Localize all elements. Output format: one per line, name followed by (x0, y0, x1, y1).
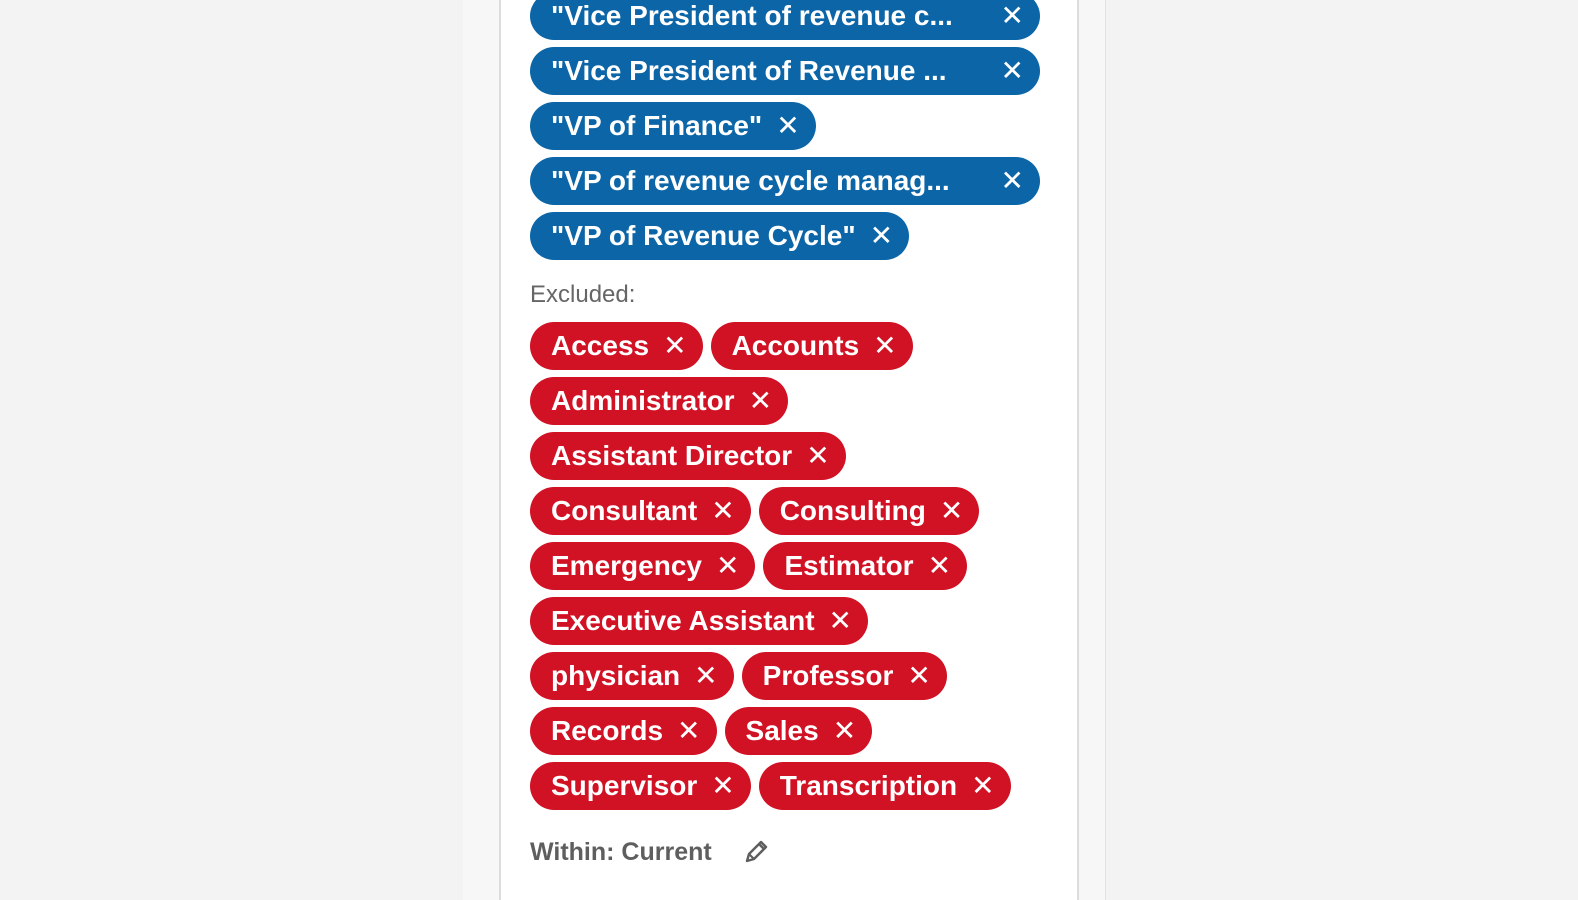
excluded-pill-7-1: Sales ✕ (724, 707, 873, 755)
excluded-pill-label: Executive Assistant (551, 605, 815, 636)
excluded-pill-label: Sales (745, 715, 819, 746)
excluded-pill-3-1: Consulting ✕ (758, 487, 980, 535)
included-pill-2: "VP of Finance" ✕ (530, 102, 816, 150)
excluded-row: Supervisor ✕ Transcription ✕ (530, 762, 1050, 810)
remove-icon[interactable]: ✕ (694, 660, 718, 691)
excluded-pill-label: Professor (762, 660, 894, 691)
excluded-pill-label: Consulting (779, 495, 926, 526)
remove-icon[interactable]: ✕ (806, 440, 830, 471)
excluded-pill-8-0: Supervisor ✕ (530, 762, 751, 810)
excluded-pill-label: Administrator (551, 385, 735, 416)
remove-icon[interactable]: ✕ (873, 330, 897, 361)
included-pill-1: "Vice President of Revenue ... ✕ (530, 47, 1040, 95)
excluded-pill-label: Assistant Director (551, 440, 793, 471)
excluded-pill-2-0: Assistant Director ✕ (530, 432, 846, 480)
excluded-pill-label: Estimator (784, 550, 914, 581)
excluded-row: physician ✕ Professor ✕ (530, 652, 1050, 700)
excluded-pill-8-1: Transcription ✕ (758, 762, 1011, 810)
included-row: "VP of revenue cycle manag... ✕ (530, 157, 1050, 205)
remove-icon[interactable]: ✕ (832, 715, 857, 746)
included-pill-label: "VP of Revenue Cycle" (551, 220, 856, 251)
excluded-row: Administrator ✕ (530, 377, 1050, 425)
left-background (0, 0, 463, 900)
excluded-row: Records ✕ Sales ✕ (530, 707, 1050, 755)
excluded-pill-0-0: Access ✕ (530, 322, 703, 370)
excluded-pill-4-1: Estimator ✕ (763, 542, 968, 590)
excluded-pill-6-0: physician ✕ (530, 652, 734, 700)
excluded-pill-label: Access (551, 330, 650, 361)
remove-icon[interactable]: ✕ (677, 715, 701, 746)
remove-icon[interactable]: ✕ (907, 660, 931, 691)
excluded-pill-1-0: Administrator ✕ (530, 377, 789, 425)
remove-icon[interactable]: ✕ (715, 550, 740, 581)
included-pill-4: "VP of Revenue Cycle" ✕ (530, 212, 910, 260)
remove-icon[interactable]: ✕ (1000, 55, 1024, 86)
excluded-list: Access ✕ Accounts ✕ Administrator ✕ Assistant … (530, 322, 1050, 810)
within-row: Within: Current (530, 832, 1050, 872)
included-pill-label: "Vice President of Revenue ... (551, 55, 947, 86)
excluded-pill-label: Supervisor (551, 770, 698, 801)
excluded-pill-7-0: Records ✕ (530, 707, 717, 755)
excluded-row: Consultant ✕ Consulting ✕ (530, 487, 1050, 535)
included-pill-label: "Vice President of revenue c... (551, 0, 953, 31)
remove-icon[interactable]: ✕ (663, 330, 687, 361)
excluded-heading: Excluded: (530, 281, 636, 308)
remove-icon[interactable]: ✕ (1000, 165, 1024, 196)
remove-icon[interactable]: ✕ (1000, 0, 1024, 31)
pencil-icon[interactable] (742, 838, 770, 866)
remove-icon[interactable]: ✕ (748, 385, 773, 416)
remove-icon[interactable]: ✕ (869, 220, 894, 251)
excluded-pill-label: Emergency (551, 550, 702, 581)
remove-icon[interactable]: ✕ (971, 770, 995, 801)
excluded-pill-label: Consultant (551, 495, 698, 526)
included-row: "VP of Finance" ✕ (530, 102, 1050, 150)
included-pill-3: "VP of revenue cycle manag... ✕ (530, 157, 1040, 205)
included-list: "Vice President of revenue c... ✕ "Vice Pr… (530, 0, 1050, 260)
remove-icon[interactable]: ✕ (927, 550, 952, 581)
excluded-pill-3-0: Consultant ✕ (530, 487, 751, 535)
excluded-row: Emergency ✕ Estimator ✕ (530, 542, 1050, 590)
excluded-row: Access ✕ Accounts ✕ (530, 322, 1050, 370)
excluded-pill-5-0: Executive Assistant ✕ (530, 597, 868, 645)
included-pill-label: "VP of revenue cycle manag... (551, 165, 950, 196)
included-pill-label: "VP of Finance" (551, 110, 763, 141)
remove-icon[interactable]: ✕ (828, 605, 852, 636)
included-row: "Vice President of Revenue ... ✕ (530, 47, 1050, 95)
remove-icon[interactable]: ✕ (776, 110, 800, 141)
excluded-pill-4-0: Emergency ✕ (530, 542, 756, 590)
excluded-pill-label: physician (551, 660, 681, 691)
within-label: Within: Current (530, 837, 712, 866)
filter-content: "Vice President of revenue c... ✕ "Vice Pr… (530, 0, 1050, 872)
excluded-pill-label: Accounts (731, 330, 860, 361)
excluded-pill-6-1: Professor ✕ (741, 652, 947, 700)
excluded-pill-label: Records (551, 715, 664, 746)
excluded-pill-label: Transcription (779, 770, 958, 801)
remove-icon[interactable]: ✕ (939, 495, 964, 526)
included-pill-0: "Vice President of revenue c... ✕ (530, 0, 1040, 40)
excluded-row: Executive Assistant ✕ (530, 597, 1050, 645)
included-row: "Vice President of revenue c... ✕ (530, 0, 1050, 40)
excluded-pill-0-1: Accounts ✕ (710, 322, 913, 370)
remove-icon[interactable]: ✕ (711, 495, 735, 526)
included-row: "VP of Revenue Cycle" ✕ (530, 212, 1050, 260)
excluded-row: Assistant Director ✕ (530, 432, 1050, 480)
remove-icon[interactable]: ✕ (711, 770, 735, 801)
